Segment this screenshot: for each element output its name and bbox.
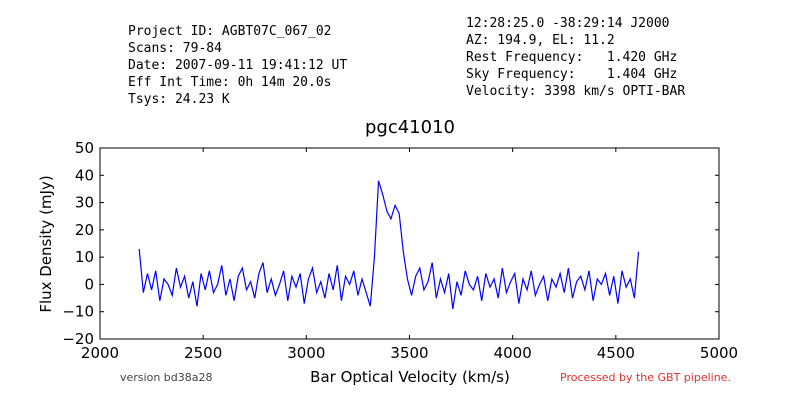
header-line: Velocity: 3398 km/s OPTI-BAR [466,84,685,99]
header-line: Scans: 79-84 [128,41,222,56]
y-axis-label: Flux Density (mJy) [37,175,55,312]
y-tick-label: 20 [75,221,94,239]
header-line: AZ: 194.9, EL: 11.2 [466,33,615,48]
y-tick-label: 50 [75,139,94,157]
header-line: Sky Frequency: 1.404 GHz [466,67,677,82]
x-tick-label: 2500 [184,344,222,362]
header-line: Tsys: 24.23 K [128,92,230,107]
x-tick-label: 4000 [494,344,532,362]
x-tick-label: 3000 [287,344,325,362]
y-tick-label: 30 [75,194,94,212]
chart-title: pgc41010 [365,117,455,138]
x-tick-label: 2000 [81,344,119,362]
header-line: Eff Int Time: 0h 14m 20.0s [128,75,332,90]
y-tick-label: 0 [84,275,94,293]
y-tick-label: 40 [75,166,94,184]
y-tick-label: −20 [62,330,94,348]
header-line: Project ID: AGBT07C_067_02 [128,24,332,39]
pipeline-text: Processed by the GBT pipeline. [560,371,731,384]
y-tick-label: −10 [62,303,94,321]
x-tick-label: 4500 [597,344,635,362]
header-line: Rest Frequency: 1.420 GHz [466,50,677,65]
x-tick-label: 3500 [390,344,428,362]
y-tick-label: 10 [75,248,94,266]
x-tick-label: 5000 [700,344,738,362]
version-text: version bd38a28 [120,371,213,384]
header-line: 12:28:25.0 -38:29:14 J2000 [466,16,670,31]
header-line: Date: 2007-09-11 19:41:12 UT [128,58,347,73]
x-axis-label: Bar Optical Velocity (km/s) [310,368,510,386]
spectrum-line [138,180,640,310]
